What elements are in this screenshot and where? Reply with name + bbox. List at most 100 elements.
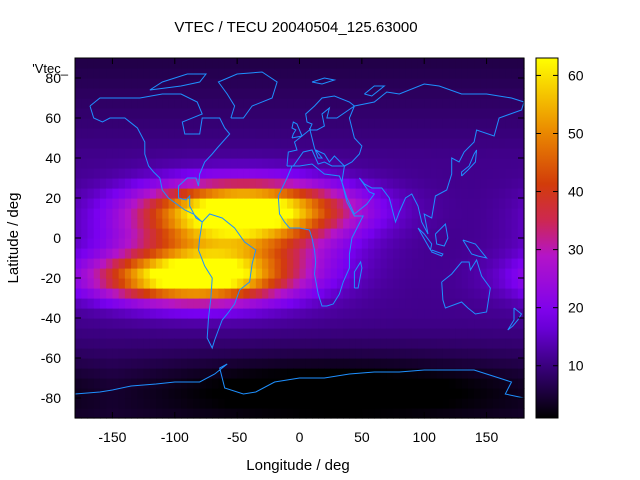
heatmap-cell (324, 98, 332, 109)
heatmap-cell (205, 238, 213, 249)
heatmap-cell (467, 238, 475, 249)
heatmap-cell (467, 138, 475, 149)
heatmap-cell (461, 78, 469, 89)
heatmap-cell (442, 148, 450, 159)
heatmap-cell (380, 288, 388, 299)
heatmap-cell (511, 278, 519, 289)
heatmap-cell (405, 388, 413, 399)
heatmap-cell (99, 268, 107, 279)
heatmap-cell (106, 318, 114, 329)
heatmap-cell (499, 78, 506, 89)
heatmap-cell (187, 128, 195, 139)
heatmap-cell (399, 288, 407, 299)
heatmap-cell (417, 288, 425, 299)
heatmap-cell (474, 198, 481, 209)
heatmap-cell (174, 358, 182, 369)
heatmap-cell (467, 358, 475, 369)
heatmap-cell (305, 278, 313, 289)
heatmap-cell (355, 288, 363, 299)
heatmap-cell (311, 148, 319, 159)
heatmap-cell (287, 78, 294, 89)
heatmap-cell (343, 128, 350, 139)
heatmap-cell (355, 88, 363, 99)
heatmap-cell (168, 338, 176, 349)
heatmap-cell (424, 388, 432, 399)
x-axis: -150 -100 -50 0 50 100 150 (98, 58, 498, 445)
heatmap-cell (424, 118, 432, 129)
heatmap-cell (162, 408, 170, 419)
heatmap-cell (106, 278, 114, 289)
heatmap-cell (430, 128, 438, 139)
heatmap-cell (499, 88, 506, 99)
heatmap-cell (287, 358, 294, 369)
heatmap-cell (318, 368, 326, 379)
heatmap-cell (511, 288, 519, 299)
heatmap-cell (430, 58, 438, 69)
heatmap-cell (268, 348, 276, 359)
heatmap-cell (124, 408, 132, 419)
heatmap-cell (174, 308, 182, 319)
x-tick-label: -100 (161, 429, 189, 445)
heatmap-cell (124, 378, 132, 389)
heatmap-cell (218, 388, 226, 399)
heatmap-cell (168, 168, 176, 179)
heatmap-cell (293, 88, 301, 99)
heatmap-cell (99, 168, 107, 179)
heatmap-cell (212, 338, 220, 349)
heatmap-cell (355, 198, 363, 209)
heatmap-cell (436, 78, 444, 89)
heatmap-cell (262, 108, 269, 119)
heatmap-cell (480, 228, 488, 239)
heatmap-cell (287, 398, 294, 409)
heatmap-cell (330, 308, 338, 319)
heatmap-cell (187, 148, 195, 159)
heatmap-cell (262, 408, 269, 419)
heatmap-cell (106, 258, 114, 269)
heatmap-cell (511, 98, 519, 109)
heatmap-cell (287, 98, 294, 109)
heatmap-cell (143, 88, 151, 99)
heatmap-cell (517, 268, 525, 279)
heatmap-cell (174, 238, 182, 249)
heatmap-cell (499, 68, 506, 79)
heatmap-cell (118, 318, 126, 329)
heatmap-cell (511, 198, 519, 209)
heatmap-cell (187, 188, 195, 199)
heatmap-cell (249, 178, 257, 189)
heatmap-cell (324, 88, 332, 99)
heatmap-cell (75, 88, 82, 99)
heatmap-cell (193, 88, 201, 99)
heatmap-cell (224, 178, 232, 189)
y-tick-label: 40 (45, 150, 61, 166)
heatmap-cell (442, 128, 450, 139)
heatmap-cell (324, 408, 332, 419)
x-tick-label: 50 (354, 429, 370, 445)
heatmap-cell (274, 388, 282, 399)
heatmap-cell (143, 208, 151, 219)
heatmap-cell (174, 158, 182, 169)
heatmap-cell (255, 248, 263, 259)
heatmap-cell (305, 288, 313, 299)
heatmap-cell (405, 158, 413, 169)
heatmap-cell (374, 338, 382, 349)
heatmap-cell (386, 98, 394, 109)
heatmap-cell (143, 78, 151, 89)
heatmap-cell (293, 168, 301, 179)
heatmap-cell (299, 378, 307, 389)
heatmap-cell (442, 278, 450, 289)
heatmap-cell (274, 328, 282, 339)
heatmap-cell (492, 318, 500, 329)
heatmap-cell (474, 328, 481, 339)
heatmap-cell (280, 58, 288, 69)
heatmap-cell (318, 168, 326, 179)
heatmap-cell (474, 338, 481, 349)
heatmap-cell (405, 98, 413, 109)
heatmap-cell (461, 398, 469, 409)
heatmap-cell (237, 318, 244, 329)
heatmap-cell (336, 358, 344, 369)
heatmap-cell (442, 328, 450, 339)
heatmap-cell (430, 188, 438, 199)
heatmap-cell (106, 118, 114, 129)
heatmap-cell (399, 78, 407, 89)
heatmap-cell (237, 188, 244, 199)
